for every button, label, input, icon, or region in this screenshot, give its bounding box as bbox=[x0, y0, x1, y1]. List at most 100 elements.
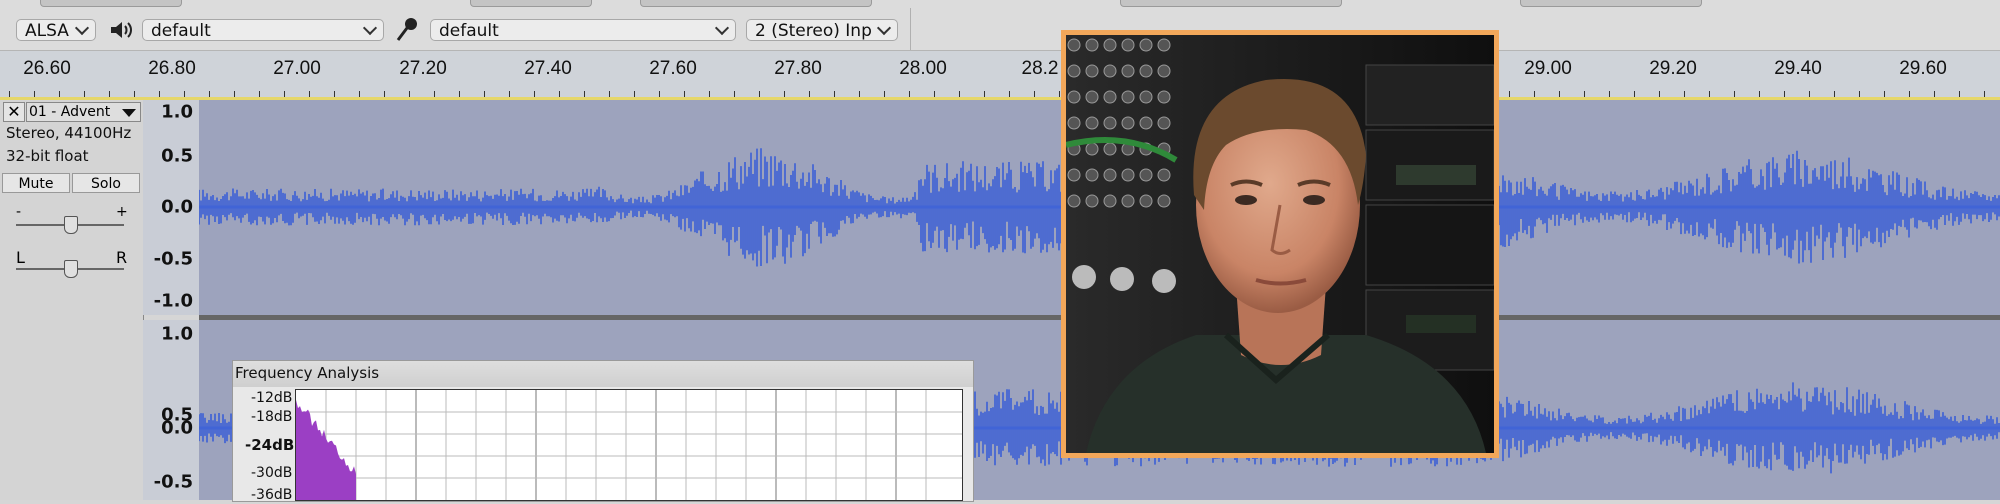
ruler-tick bbox=[1834, 91, 1835, 97]
ruler-label: 27.80 bbox=[774, 58, 822, 79]
ruler-label: 27.40 bbox=[524, 58, 572, 79]
patch-jack bbox=[1157, 64, 1171, 78]
audio-host-value: ALSA bbox=[25, 21, 69, 41]
spectrum-graphic bbox=[296, 390, 962, 500]
close-track-button[interactable]: ✕ bbox=[3, 102, 25, 122]
vertical-scale-bottom: 1.0 0.5 0.0 -0.5 bbox=[143, 320, 200, 500]
track-menu-arrow-icon bbox=[122, 109, 136, 117]
recording-device-value: default bbox=[439, 21, 499, 41]
ruler-tick bbox=[1909, 91, 1910, 97]
scale-label: 1.0 bbox=[161, 323, 193, 345]
ruler-tick bbox=[509, 91, 510, 97]
patch-jack bbox=[1085, 142, 1099, 156]
track-control-panel: ✕ 01 - Advent Stereo, 44100Hz 32-bit flo… bbox=[0, 100, 144, 500]
ruler-tick bbox=[1809, 91, 1810, 97]
ruler-tick bbox=[609, 91, 610, 97]
ruler-tick bbox=[1609, 91, 1610, 97]
track-name: 01 - Advent bbox=[29, 104, 111, 120]
transport-strip bbox=[40, 0, 182, 7]
patch-jack bbox=[1157, 90, 1171, 104]
patch-jack bbox=[1067, 168, 1081, 182]
patch-jack bbox=[1139, 194, 1153, 208]
ruler-tick bbox=[984, 91, 985, 97]
ruler-tick bbox=[284, 91, 285, 97]
timeline-ruler[interactable]: 26.60 26.80 27.00 27.20 27.40 27.60 27.8… bbox=[0, 51, 2000, 100]
ruler-tick bbox=[1959, 91, 1960, 97]
ruler-tick bbox=[1709, 91, 1710, 97]
frequency-analysis-title: Frequency Analysis bbox=[235, 364, 380, 382]
close-icon: ✕ bbox=[7, 102, 21, 121]
ruler-tick bbox=[234, 91, 235, 97]
patch-jack bbox=[1157, 194, 1171, 208]
ruler-tick bbox=[934, 91, 935, 97]
gain-slider-thumb[interactable] bbox=[64, 216, 78, 234]
scale-label: 1.0 bbox=[161, 101, 193, 123]
scale-label: 0.5 bbox=[161, 145, 193, 167]
recording-channels-select[interactable]: 2 (Stereo) Inp bbox=[746, 19, 898, 41]
ruler-label: 28.00 bbox=[899, 58, 947, 79]
ruler-tick bbox=[1759, 91, 1760, 97]
ruler-tick bbox=[834, 91, 835, 97]
spectrum-plot[interactable] bbox=[295, 389, 963, 501]
ruler-tick bbox=[9, 91, 10, 97]
patch-jack bbox=[1103, 194, 1117, 208]
ruler-tick bbox=[434, 91, 435, 97]
playback-device-select[interactable]: default bbox=[142, 19, 384, 41]
db-label: -30dB bbox=[251, 465, 293, 481]
patch-jack bbox=[1067, 38, 1081, 52]
ruler-label: 29.20 bbox=[1649, 58, 1697, 79]
playback-device-value: default bbox=[151, 21, 211, 41]
ruler-tick bbox=[259, 91, 260, 97]
ruler-tick bbox=[1884, 91, 1885, 97]
ruler-tick bbox=[859, 91, 860, 97]
pan-right-label: R bbox=[116, 248, 128, 267]
ruler-tick bbox=[884, 91, 885, 97]
mute-button[interactable]: Mute bbox=[2, 173, 70, 193]
recording-device-select[interactable]: default bbox=[430, 19, 736, 41]
ruler-label: 26.80 bbox=[148, 58, 196, 79]
patch-jack bbox=[1103, 90, 1117, 104]
ruler-tick bbox=[484, 91, 485, 97]
spectrum-fill bbox=[296, 390, 356, 500]
pan-slider-thumb[interactable] bbox=[64, 260, 78, 278]
patch-jack bbox=[1139, 116, 1153, 130]
solo-button[interactable]: Solo bbox=[72, 173, 140, 193]
frequency-analysis-titlebar[interactable]: Frequency Analysis bbox=[233, 361, 973, 387]
db-label: -24dB bbox=[245, 436, 295, 454]
ruler-tick bbox=[909, 91, 910, 97]
ruler-tick bbox=[1059, 91, 1060, 97]
patch-jack bbox=[1085, 90, 1099, 104]
track-bit-depth: 32-bit float bbox=[6, 147, 89, 165]
ruler-tick bbox=[1784, 91, 1785, 97]
track-name-menu[interactable]: 01 - Advent bbox=[26, 102, 141, 122]
ruler-tick bbox=[734, 91, 735, 97]
zoom-strip bbox=[1520, 0, 1702, 7]
patch-jack bbox=[1103, 168, 1117, 182]
patch-jack bbox=[1139, 90, 1153, 104]
patch-jack bbox=[1121, 168, 1135, 182]
ruler-tick bbox=[1584, 91, 1585, 97]
frequency-analysis-window: Frequency Analysis -12dB -18dB -24dB -30… bbox=[232, 360, 974, 503]
ruler-tick bbox=[1984, 91, 1985, 97]
pan-left-label: L bbox=[16, 248, 25, 267]
patch-jack bbox=[1067, 90, 1081, 104]
patch-jack bbox=[1103, 38, 1117, 52]
track-sample-format: Stereo, 44100Hz bbox=[6, 124, 132, 142]
ruler-tick bbox=[1009, 91, 1010, 97]
db-label: -18dB bbox=[251, 409, 293, 425]
ruler-label: 29.40 bbox=[1774, 58, 1822, 79]
speaker-icon bbox=[108, 18, 134, 42]
patch-jack bbox=[1157, 168, 1171, 182]
toolbar-separator bbox=[910, 8, 911, 50]
ruler-tick bbox=[534, 91, 535, 97]
meter-strip bbox=[640, 0, 872, 7]
ruler-tick bbox=[1559, 91, 1560, 97]
ruler-tick bbox=[684, 91, 685, 97]
patch-jack bbox=[1121, 116, 1135, 130]
ruler-tick bbox=[34, 91, 35, 97]
audio-host-select[interactable]: ALSA bbox=[16, 19, 96, 41]
ruler-label: 27.60 bbox=[649, 58, 697, 79]
ruler-tick bbox=[1659, 91, 1660, 97]
patch-jack bbox=[1139, 168, 1153, 182]
patch-jack bbox=[1157, 116, 1171, 130]
